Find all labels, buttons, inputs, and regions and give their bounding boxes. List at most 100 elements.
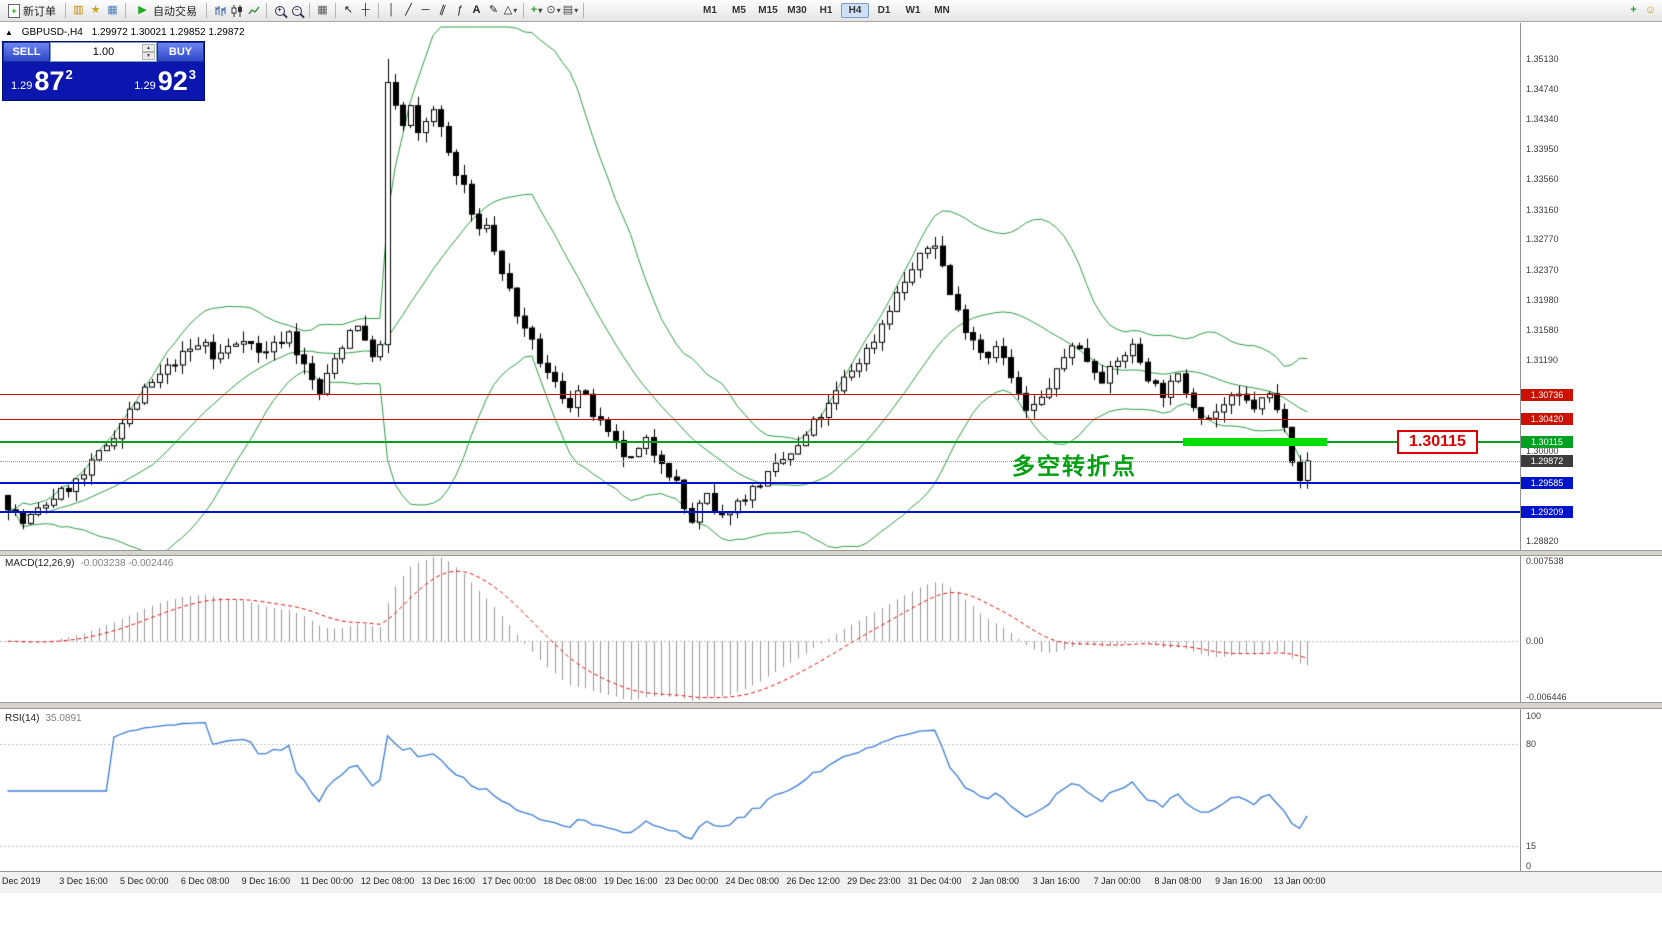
price-line-label: 1.29209: [1521, 505, 1573, 518]
bar-chart-icon[interactable]: [212, 3, 227, 18]
price-line-label: 1.30420: [1521, 413, 1573, 425]
highlight-segment[interactable]: [1183, 438, 1327, 447]
crosshair-icon[interactable]: ┼: [361, 4, 370, 16]
channel-tool-icon[interactable]: ∥: [438, 3, 448, 17]
buy-price-sup: 3: [188, 66, 196, 82]
horizontal-line-tool-icon[interactable]: ─: [421, 4, 430, 16]
line-chart-icon[interactable]: [246, 3, 261, 18]
tile-windows-icon[interactable]: ▦: [317, 4, 328, 16]
horizontal-line-1.30736[interactable]: [0, 394, 1520, 396]
rsi-axis-label: 80: [1526, 738, 1537, 749]
trendline-tool-icon[interactable]: ╱: [405, 4, 412, 16]
volume-input[interactable]: 1.00 ▲ ▼: [50, 42, 157, 62]
time-axis-label: 24 Dec 08:00: [725, 876, 780, 886]
zoom-out-icon[interactable]: −: [289, 3, 304, 18]
symbol-period-label: GBPUSD-,H4: [21, 27, 83, 38]
price-axis-line: [1520, 23, 1521, 893]
volume-spinner[interactable]: ▲ ▼: [142, 44, 155, 60]
price-axis-label: 1.31190: [1526, 355, 1558, 366]
profile-icon[interactable]: ☺: [1644, 4, 1657, 16]
macd-name: MACD(12,26,9): [5, 558, 75, 569]
symbol-marker-icon: ▲: [5, 28, 13, 37]
time-axis: [0, 871, 1662, 893]
zoom-in-icon[interactable]: +: [272, 3, 287, 18]
macd-panel-separator[interactable]: [0, 550, 1662, 556]
dropdown-arrow-icon: ▾: [574, 5, 579, 15]
timeframe-M1[interactable]: M1: [703, 5, 717, 16]
time-axis-label: 11 Dec 00:00: [300, 876, 354, 886]
periods-icon[interactable]: ⊙ ▾: [546, 4, 561, 16]
horizontal-line-1.30420[interactable]: [0, 418, 1520, 420]
timeframe-M15[interactable]: M15: [758, 5, 778, 16]
timeframe-W1[interactable]: W1: [905, 5, 921, 16]
volume-down-arrow-icon[interactable]: ▼: [142, 52, 155, 60]
buy-button[interactable]: BUY: [157, 42, 204, 62]
toolbar-separator: [378, 3, 379, 18]
time-axis-label: 13 Dec 16:00: [421, 876, 476, 886]
horizontal-line-1.29209[interactable]: [0, 510, 1520, 513]
buy-price-head: 1.29: [134, 79, 156, 92]
price-axis-label: 1.34740: [1526, 83, 1559, 94]
autotrading-play-icon: ▶: [138, 4, 147, 16]
timeframe-H4[interactable]: H4: [841, 3, 869, 18]
toolbar-separator: [523, 3, 524, 18]
time-axis-label: 8 Jan 08:00: [1154, 876, 1202, 886]
time-axis-label: 6 Dec 08:00: [180, 876, 230, 886]
ohlc-values: 1.29972 1.30021 1.29852 1.29872: [91, 27, 245, 38]
one-click-trade-panel: SELL 1.00 ▲ ▼ BUY 1.29 87 2 1.29 92 3: [2, 41, 205, 101]
dropdown-arrow-icon: ▾: [513, 5, 518, 15]
fibonacci-tool-icon[interactable]: ƒ: [456, 4, 463, 16]
timeframe-D1[interactable]: D1: [877, 5, 891, 16]
price-axis-label: 1.30000: [1526, 446, 1559, 457]
time-axis-label: 5 Dec 00:00: [120, 876, 169, 886]
time-axis-label: 3 Jan 16:00: [1032, 876, 1080, 886]
timeframe-M5[interactable]: M5: [732, 5, 746, 16]
toolbar-separator: [206, 3, 207, 18]
volume-up-arrow-icon[interactable]: ▲: [142, 44, 155, 52]
autotrading-button[interactable]: ▶ 自动交易: [131, 2, 201, 20]
shapes-tool-icon[interactable]: △ ▾: [503, 4, 518, 16]
rsi-panel-separator[interactable]: [0, 702, 1662, 709]
timeframe-MN[interactable]: MN: [934, 5, 950, 16]
macd-label: MACD(12,26,9) -0.003238 -0.002446: [5, 558, 173, 569]
label-tool-icon[interactable]: ✎: [488, 4, 499, 16]
time-axis-label: 9 Jan 16:00: [1215, 876, 1263, 886]
rsi-value: 35.0891: [45, 713, 82, 724]
sell-button[interactable]: SELL: [3, 42, 50, 62]
time-axis-label: 13 Jan 00:00: [1273, 876, 1326, 886]
time-axis-label: 19 Dec 16:00: [603, 876, 658, 886]
cursor-icon[interactable]: ↖: [343, 4, 354, 16]
toolbar-separator: [65, 3, 66, 18]
price-axis-label: 1.31980: [1526, 294, 1559, 305]
rsi-axis-label: 100: [1526, 711, 1542, 721]
volume-value[interactable]: 1.00: [92, 46, 115, 58]
horizontal-line-1.29585[interactable]: [0, 481, 1520, 484]
price-callout[interactable]: 1.30115: [1397, 430, 1478, 454]
annotation-text[interactable]: 多空转折点: [1012, 453, 1137, 479]
sell-price: 1.29 87 2: [11, 66, 73, 95]
time-axis-label: 12 Dec 08:00: [360, 876, 415, 886]
time-axis-label: 9 Dec 16:00: [241, 876, 291, 886]
vertical-line-tool-icon[interactable]: │: [388, 4, 395, 16]
new-chart-icon[interactable]: +: [1630, 4, 1637, 16]
buy-price-big: 92: [157, 65, 188, 96]
indicators-icon[interactable]: + ▾: [530, 4, 543, 16]
terminal-icon[interactable]: ▦: [107, 4, 118, 16]
time-axis-label: Dec 2019: [2, 876, 41, 886]
text-tool-icon[interactable]: A: [472, 4, 481, 16]
toolbar-separator: [309, 3, 310, 18]
navigator-icon[interactable]: ★: [90, 4, 101, 16]
timeframe-H1[interactable]: H1: [819, 5, 833, 16]
buy-price: 1.29 92 3: [134, 65, 196, 96]
new-order-button[interactable]: + 新订单: [4, 2, 60, 20]
market-watch-icon[interactable]: ▥: [73, 4, 84, 16]
horizontal-line-1.30115[interactable]: [0, 441, 1520, 444]
candlestick-chart-icon[interactable]: [229, 3, 244, 18]
timeframe-M30[interactable]: M30: [787, 5, 807, 16]
time-axis-label: 26 Dec 12:00: [786, 876, 840, 886]
template-icon[interactable]: ▤ ▾: [562, 4, 579, 16]
toolbar-separator: [335, 3, 336, 18]
rsi-label: RSI(14) 35.0891: [5, 713, 82, 724]
sell-price-sup: 2: [65, 66, 73, 82]
